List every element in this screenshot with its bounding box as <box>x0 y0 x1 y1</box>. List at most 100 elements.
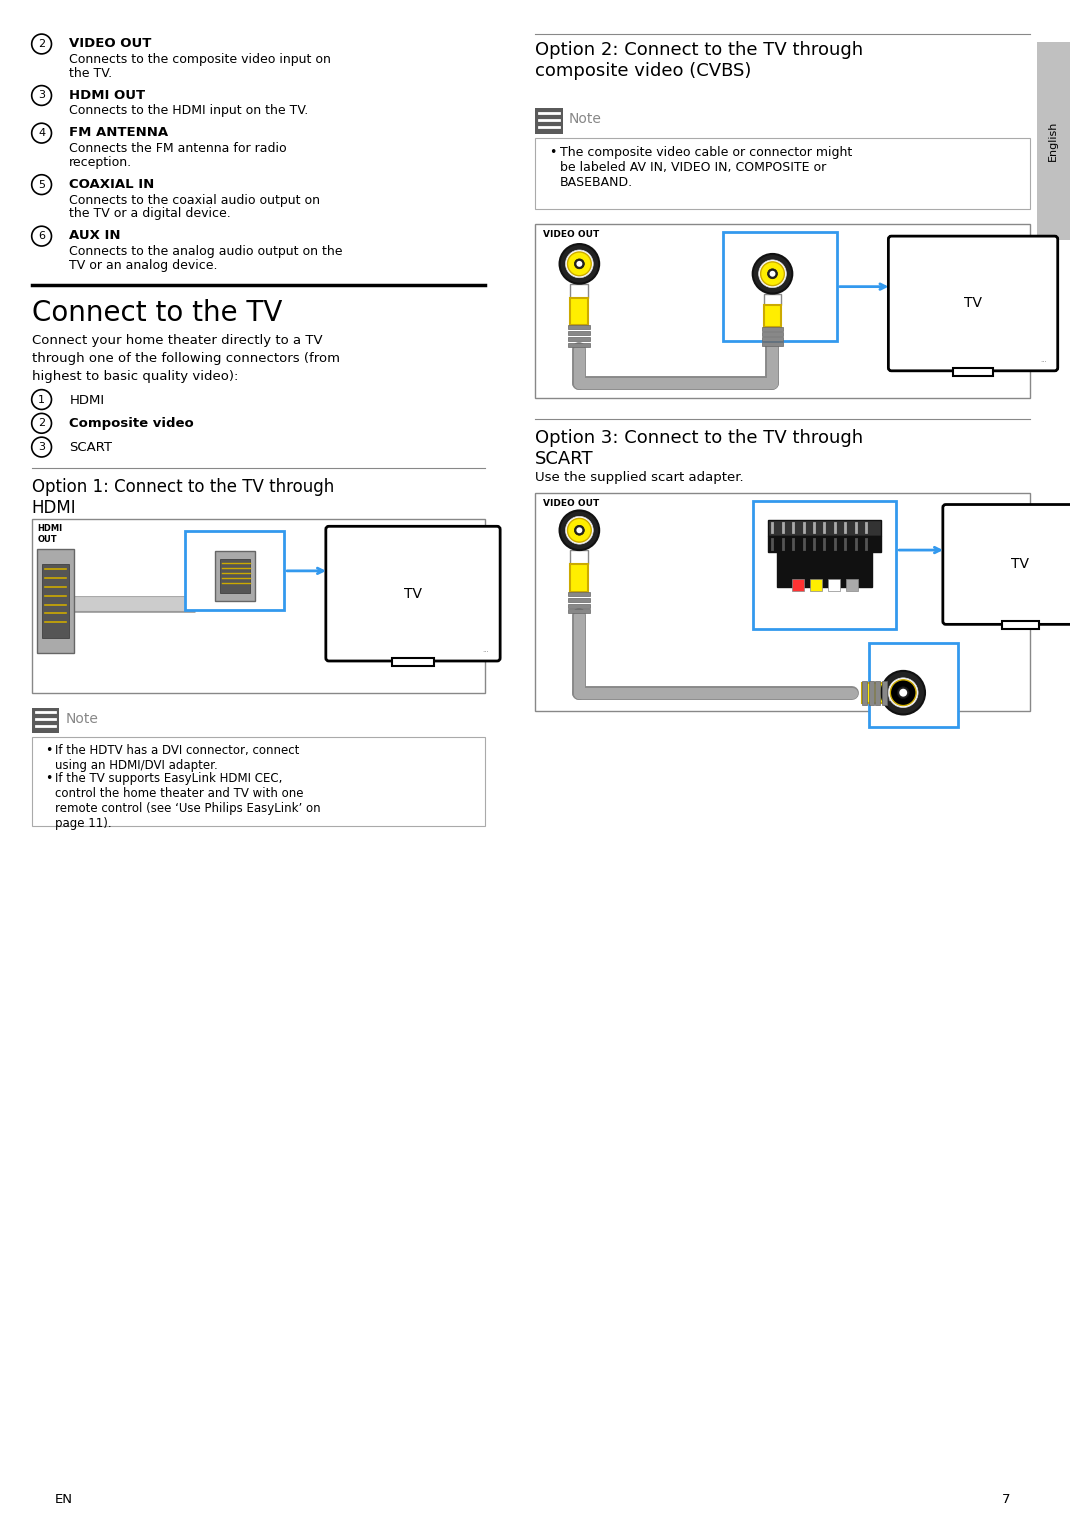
Text: ...: ... <box>1040 357 1047 363</box>
Text: 2: 2 <box>38 40 45 49</box>
FancyBboxPatch shape <box>761 337 783 341</box>
FancyBboxPatch shape <box>753 501 896 629</box>
Text: VIDEO OUT: VIDEO OUT <box>543 231 599 240</box>
Text: HDMI IN: HDMI IN <box>193 536 234 545</box>
Text: English: English <box>1049 121 1058 162</box>
FancyBboxPatch shape <box>568 597 591 602</box>
FancyBboxPatch shape <box>1037 43 1069 240</box>
Circle shape <box>753 253 793 293</box>
Text: HDMI: HDMI <box>69 394 105 406</box>
Text: SCART: SCART <box>69 441 112 454</box>
Circle shape <box>897 687 909 699</box>
FancyBboxPatch shape <box>793 579 805 591</box>
Text: the TV.: the TV. <box>69 67 112 79</box>
Text: Composite video: Composite video <box>69 417 194 431</box>
FancyBboxPatch shape <box>220 559 249 592</box>
Circle shape <box>758 260 786 287</box>
FancyBboxPatch shape <box>31 738 485 826</box>
Text: ...: ... <box>483 647 489 654</box>
FancyBboxPatch shape <box>761 333 783 336</box>
FancyBboxPatch shape <box>568 609 591 614</box>
Text: Connects to the composite video input on: Connects to the composite video input on <box>69 53 332 66</box>
Circle shape <box>575 260 584 269</box>
Text: If the TV supports EasyLink HDMI CEC,
control the home theater and TV with one
r: If the TV supports EasyLink HDMI CEC, co… <box>55 773 321 829</box>
FancyBboxPatch shape <box>761 327 783 331</box>
Text: 1: 1 <box>38 394 45 405</box>
Text: reception.: reception. <box>69 156 133 169</box>
FancyBboxPatch shape <box>761 342 783 345</box>
FancyBboxPatch shape <box>570 563 589 591</box>
FancyBboxPatch shape <box>568 344 591 347</box>
FancyBboxPatch shape <box>392 658 434 666</box>
Circle shape <box>900 689 907 696</box>
Text: TV: TV <box>1011 557 1029 571</box>
Circle shape <box>760 261 784 286</box>
FancyBboxPatch shape <box>1001 621 1039 629</box>
Circle shape <box>577 527 582 533</box>
FancyBboxPatch shape <box>568 325 591 330</box>
FancyBboxPatch shape <box>568 331 591 334</box>
Text: 3: 3 <box>38 443 45 452</box>
FancyBboxPatch shape <box>215 551 255 600</box>
Circle shape <box>566 516 593 544</box>
Circle shape <box>559 510 599 550</box>
Circle shape <box>889 678 918 707</box>
FancyBboxPatch shape <box>723 232 837 341</box>
FancyBboxPatch shape <box>943 504 1080 625</box>
Text: COAXIAL IN: COAXIAL IN <box>69 177 154 191</box>
FancyBboxPatch shape <box>764 293 782 305</box>
FancyBboxPatch shape <box>535 137 1030 209</box>
Circle shape <box>770 270 775 276</box>
Text: VIDEO OUT: VIDEO OUT <box>543 499 599 507</box>
FancyBboxPatch shape <box>568 337 591 341</box>
Text: Note: Note <box>66 712 98 725</box>
Text: 7: 7 <box>1001 1493 1010 1506</box>
FancyBboxPatch shape <box>828 579 840 591</box>
Text: VIDEO OUT: VIDEO OUT <box>69 37 151 50</box>
FancyBboxPatch shape <box>876 681 880 704</box>
Text: 2: 2 <box>38 418 45 428</box>
FancyBboxPatch shape <box>882 681 888 704</box>
Text: Option 3: Connect to the TV through
SCART: Option 3: Connect to the TV through SCAR… <box>535 429 863 469</box>
Text: FM ANTENNA: FM ANTENNA <box>69 127 168 139</box>
Text: •: • <box>549 147 556 159</box>
Text: Note: Note <box>568 113 602 127</box>
Text: Connect to the TV: Connect to the TV <box>31 298 282 327</box>
Text: The composite video cable or connector might
be labeled AV IN, VIDEO IN, COMPOSI: The composite video cable or connector m… <box>559 147 852 189</box>
Text: •: • <box>45 773 53 785</box>
Text: EN: EN <box>54 1493 72 1506</box>
FancyBboxPatch shape <box>568 603 591 608</box>
Text: Connects to the analog audio output on the: Connects to the analog audio output on t… <box>69 244 342 258</box>
FancyBboxPatch shape <box>846 579 858 591</box>
FancyBboxPatch shape <box>535 493 1030 710</box>
Text: Connect your home theater directly to a TV
through one of the following connecto: Connect your home theater directly to a … <box>31 334 340 383</box>
Circle shape <box>890 680 916 705</box>
Circle shape <box>768 269 778 279</box>
FancyBboxPatch shape <box>889 686 901 699</box>
FancyBboxPatch shape <box>862 681 866 704</box>
Circle shape <box>577 261 582 267</box>
Text: AUX IN: AUX IN <box>69 229 121 243</box>
FancyBboxPatch shape <box>31 519 485 693</box>
Text: 6: 6 <box>38 231 45 241</box>
FancyBboxPatch shape <box>535 224 1030 397</box>
FancyBboxPatch shape <box>31 707 59 733</box>
Circle shape <box>567 252 591 276</box>
Text: Option 1: Connect to the TV through
HDMI: Option 1: Connect to the TV through HDMI <box>31 478 334 516</box>
FancyBboxPatch shape <box>768 536 881 553</box>
Text: TV or an analog device.: TV or an analog device. <box>69 260 218 272</box>
Text: TV: TV <box>964 296 982 310</box>
FancyBboxPatch shape <box>764 305 782 327</box>
Text: Connects the FM antenna for radio: Connects the FM antenna for radio <box>69 142 287 156</box>
Text: HDMI
OUT: HDMI OUT <box>38 524 63 544</box>
FancyBboxPatch shape <box>570 284 589 298</box>
Text: the TV or a digital device.: the TV or a digital device. <box>69 208 231 220</box>
FancyBboxPatch shape <box>778 553 872 586</box>
Text: Option 2: Connect to the TV through
composite video (CVBS): Option 2: Connect to the TV through comp… <box>535 41 863 79</box>
FancyBboxPatch shape <box>862 683 891 702</box>
FancyBboxPatch shape <box>868 681 874 704</box>
FancyBboxPatch shape <box>570 298 589 325</box>
FancyBboxPatch shape <box>810 579 822 591</box>
FancyBboxPatch shape <box>570 550 589 563</box>
Circle shape <box>559 244 599 284</box>
